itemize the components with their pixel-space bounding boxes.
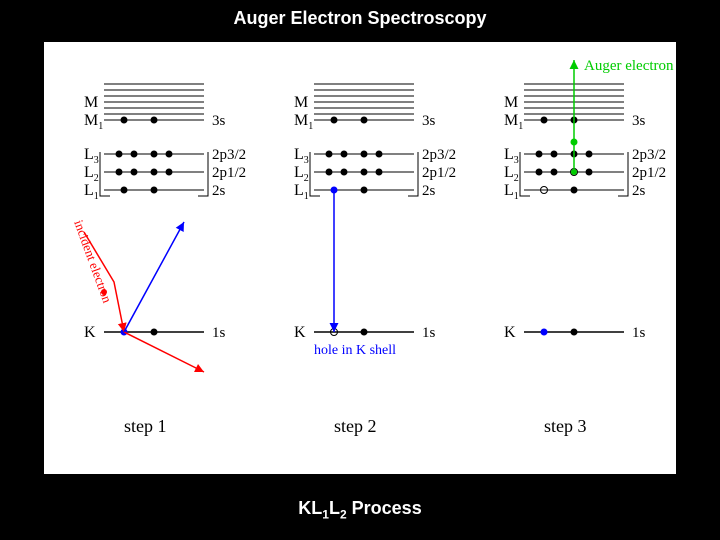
svg-text:step 1: step 1 bbox=[124, 416, 167, 436]
svg-text:2p1/2: 2p1/2 bbox=[422, 165, 456, 181]
svg-text:L2: L2 bbox=[294, 164, 309, 184]
svg-text:Auger electron: Auger electron bbox=[584, 58, 674, 74]
svg-text:hole in K shell: hole in K shell bbox=[314, 343, 396, 358]
svg-text:L3: L3 bbox=[294, 146, 309, 166]
svg-text:3s: 3s bbox=[632, 113, 646, 129]
svg-text:2p3/2: 2p3/2 bbox=[632, 147, 666, 163]
svg-text:L1: L1 bbox=[504, 182, 519, 202]
svg-text:2s: 2s bbox=[632, 183, 646, 199]
diagram-panel: MM1L3L2L1K3s2p3/22p1/22s1sstep 1incident… bbox=[44, 42, 676, 474]
svg-text:M: M bbox=[84, 94, 98, 111]
svg-text:L1: L1 bbox=[294, 182, 309, 202]
svg-text:3s: 3s bbox=[422, 113, 436, 129]
svg-text:2p3/2: 2p3/2 bbox=[212, 147, 246, 163]
svg-text:L2: L2 bbox=[504, 164, 519, 184]
svg-text:step 3: step 3 bbox=[544, 416, 587, 436]
svg-text:1s: 1s bbox=[632, 325, 646, 341]
svg-text:M: M bbox=[294, 94, 308, 111]
svg-text:L1: L1 bbox=[84, 182, 99, 202]
svg-text:M1: M1 bbox=[84, 112, 103, 132]
svg-text:1s: 1s bbox=[212, 325, 226, 341]
svg-text:M1: M1 bbox=[294, 112, 313, 132]
svg-text:L2: L2 bbox=[84, 164, 99, 184]
svg-text:K: K bbox=[294, 324, 306, 341]
svg-text:M1: M1 bbox=[504, 112, 523, 132]
page-title: Auger Electron Spectroscopy bbox=[0, 8, 720, 29]
svg-text:2s: 2s bbox=[422, 183, 436, 199]
svg-text:L3: L3 bbox=[504, 146, 519, 166]
svg-text:2p1/2: 2p1/2 bbox=[212, 165, 246, 181]
svg-text:K: K bbox=[504, 324, 516, 341]
svg-text:2p3/2: 2p3/2 bbox=[422, 147, 456, 163]
svg-text:2s: 2s bbox=[212, 183, 226, 199]
svg-text:1s: 1s bbox=[422, 325, 436, 341]
svg-text:K: K bbox=[84, 324, 96, 341]
svg-text:incident electron: incident electron bbox=[71, 218, 115, 305]
svg-text:M: M bbox=[504, 94, 518, 111]
svg-text:L3: L3 bbox=[84, 146, 99, 166]
svg-text:step 2: step 2 bbox=[334, 416, 377, 436]
process-label: KL1L2 Process bbox=[0, 498, 720, 522]
svg-text:3s: 3s bbox=[212, 113, 226, 129]
svg-text:2p1/2: 2p1/2 bbox=[632, 165, 666, 181]
diagram-svg: MM1L3L2L1K3s2p3/22p1/22s1sstep 1incident… bbox=[44, 42, 676, 474]
